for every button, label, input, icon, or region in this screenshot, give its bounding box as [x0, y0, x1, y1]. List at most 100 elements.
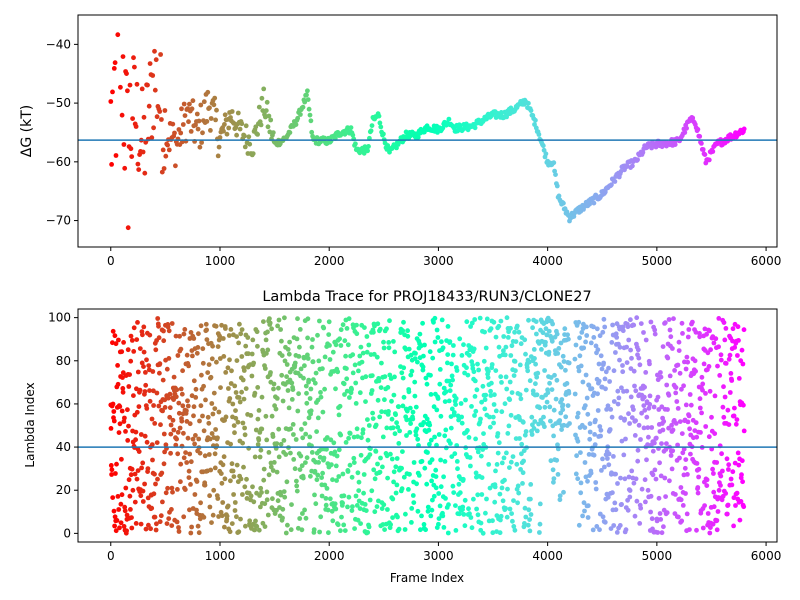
lambda-point: [112, 523, 117, 529]
lambda-point: [594, 326, 600, 332]
lambda-point: [711, 340, 717, 346]
lambda-point: [292, 466, 298, 472]
lambda-point: [680, 450, 686, 456]
lambda-point: [156, 323, 161, 329]
dg-point: [157, 109, 163, 114]
lambda-point: [509, 343, 515, 349]
lambda-point: [428, 437, 434, 443]
lambda-point: [547, 404, 553, 410]
lambda-point: [498, 517, 503, 523]
lambda-point: [293, 437, 299, 442]
lambda-point: [155, 476, 160, 482]
lambda-point: [611, 523, 617, 528]
lambda-point: [707, 530, 713, 536]
lambda-point: [135, 320, 140, 325]
lambda-point: [624, 344, 629, 350]
dg-point: [222, 112, 228, 118]
lambda-point: [294, 336, 300, 342]
lambda-point: [498, 513, 504, 519]
lambda-point: [355, 434, 360, 439]
lambda-point: [164, 366, 170, 372]
lambda-point: [520, 470, 526, 476]
lambda-point: [642, 384, 647, 390]
lambda-point: [413, 404, 419, 410]
lambda-point: [520, 419, 526, 425]
lambda-point: [679, 518, 685, 524]
lambda-point: [438, 484, 444, 490]
lambda-point: [505, 431, 511, 436]
dg-point: [195, 126, 201, 132]
lambda-point: [450, 377, 455, 383]
lambda-point: [131, 325, 137, 331]
lambda-point: [445, 360, 450, 366]
lambda-point: [484, 496, 489, 502]
lambda-point: [354, 503, 360, 508]
lambda-point: [274, 507, 279, 513]
lambda-point: [685, 359, 691, 365]
lambda-point: [492, 484, 498, 490]
lambda-points: [108, 315, 747, 536]
lambda-point: [638, 437, 643, 442]
lambda-point: [722, 337, 728, 343]
lambda-point: [668, 453, 674, 458]
lambda-point: [433, 467, 439, 473]
lambda-point: [162, 449, 168, 455]
lambda-point: [641, 403, 647, 408]
lambda-point: [613, 471, 618, 477]
lambda-point: [715, 509, 721, 514]
lambda-point: [593, 480, 599, 485]
dg-point: [121, 142, 127, 147]
lambda-point: [166, 395, 171, 401]
lambda-point: [371, 329, 376, 335]
lambda-point: [129, 466, 135, 472]
lambda-point: [305, 352, 310, 358]
lambda-point: [252, 390, 258, 396]
lambda-point: [673, 492, 678, 497]
lambda-point: [184, 352, 190, 358]
lambda-point: [594, 524, 600, 529]
lambda-point: [546, 328, 552, 334]
lambda-point: [596, 378, 602, 384]
lambda-point: [367, 452, 373, 457]
lambda-point: [319, 475, 324, 480]
lambda-point: [512, 527, 518, 533]
lambda-point: [487, 424, 493, 430]
lambda-point: [243, 386, 249, 391]
lambda-point: [475, 492, 481, 498]
lambda-point: [175, 487, 180, 492]
lambda-point: [133, 437, 139, 443]
dg-point: [234, 132, 240, 138]
lambda-point: [721, 320, 727, 325]
lambda-point: [438, 413, 444, 419]
lambda-point: [276, 454, 282, 460]
lambda-point: [700, 387, 705, 393]
lambda-point: [116, 507, 122, 512]
lambda-point: [658, 517, 664, 522]
lambda-point: [232, 383, 238, 389]
lambda-point: [427, 441, 432, 447]
lambda-point: [219, 480, 225, 486]
dg-point: [205, 89, 211, 95]
lambda-point: [181, 430, 186, 436]
lambda-point: [522, 432, 528, 438]
lambda-point: [278, 327, 283, 332]
dg-point: [630, 163, 635, 169]
lambda-point: [274, 441, 280, 446]
dg-panel: 0 1000 2000 3000 4000 5000 6000 −70−60−50−40 Δ…: [19, 14, 781, 268]
lambda-point: [718, 357, 724, 363]
dg-point: [135, 161, 141, 167]
lambda-point: [502, 477, 507, 483]
lambda-point: [612, 500, 618, 506]
lambda-point: [377, 326, 383, 332]
lambda-point: [200, 346, 206, 352]
lambda-point: [127, 507, 133, 512]
lambda-point: [448, 441, 453, 446]
lambda-point: [126, 423, 131, 429]
lambda-point: [533, 319, 539, 324]
lambda-point: [375, 461, 380, 467]
lambda-point: [660, 344, 666, 349]
lambda-x-tick-label: 6000: [751, 549, 782, 563]
lambda-point: [435, 396, 441, 401]
dg-point: [528, 108, 534, 113]
lambda-point: [363, 374, 369, 380]
